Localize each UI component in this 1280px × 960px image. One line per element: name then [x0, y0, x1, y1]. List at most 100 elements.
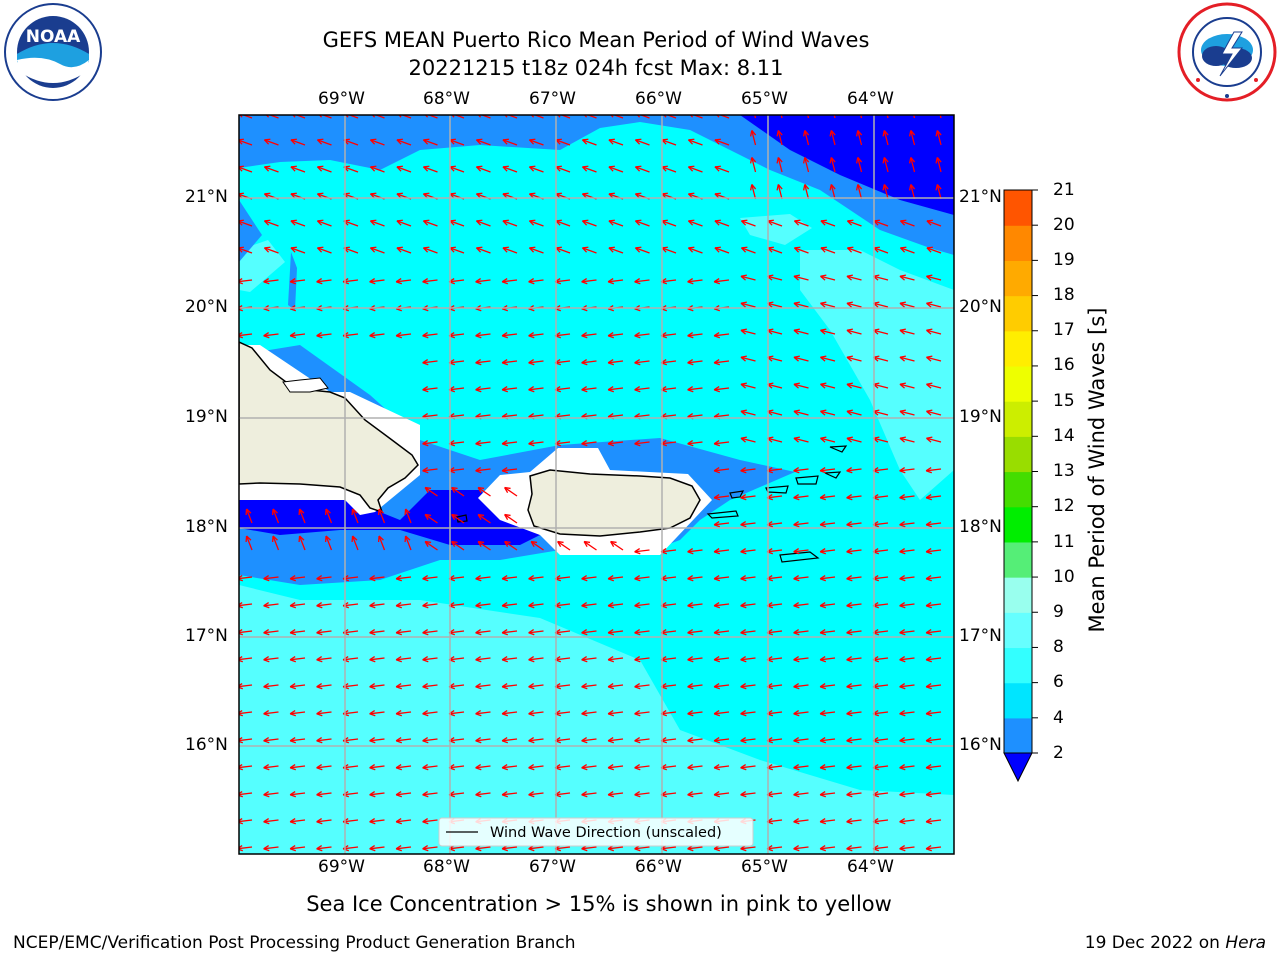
wave-direction-arrow	[475, 386, 491, 393]
wave-direction-arrow	[740, 548, 756, 555]
wave-direction-arrow	[820, 301, 836, 308]
ocean-light-east	[800, 250, 954, 500]
wave-direction-arrow	[369, 845, 385, 852]
wave-direction-arrow	[908, 157, 916, 173]
wave-direction-arrow	[475, 332, 491, 339]
wave-direction-arrow	[846, 382, 862, 389]
wave-direction-arrow	[819, 710, 836, 717]
lon-label-bottom: 68°W	[423, 857, 470, 877]
wave-direction-arrow	[528, 683, 544, 690]
wave-direction-arrow	[422, 278, 438, 285]
wave-direction-arrow	[289, 845, 306, 852]
wave-direction-arrow	[634, 332, 650, 339]
wave-direction-arrow	[925, 548, 942, 555]
lat-label-left: 21°N	[185, 187, 228, 207]
wave-direction-arrow	[263, 629, 279, 636]
wave-direction-arrow	[607, 683, 624, 690]
wave-direction-arrow	[501, 602, 518, 609]
wave-direction-arrow	[528, 246, 544, 254]
wave-direction-arrow	[422, 602, 438, 609]
wave-direction-arrow	[424, 513, 438, 524]
wave-direction-arrow	[369, 138, 385, 146]
wave-direction-arrow	[316, 818, 332, 825]
colorbar-tick: 12	[1053, 496, 1075, 516]
wave-direction-arrow	[501, 629, 518, 636]
wave-direction-arrow	[422, 359, 438, 366]
wave-direction-arrow	[829, 130, 836, 146]
wave-direction-arrow	[925, 818, 942, 825]
colorbar-segment	[1004, 295, 1032, 332]
colorbar-segment	[1004, 612, 1032, 649]
wave-direction-arrow	[713, 467, 730, 474]
wave-direction-arrow	[899, 737, 915, 744]
wave-direction-arrow	[289, 764, 306, 771]
wave-direction-arrow	[607, 386, 624, 393]
map-frame	[238, 114, 955, 855]
wave-direction-arrow	[634, 737, 650, 744]
wave-direction-arrow	[846, 656, 862, 663]
wave-direction-arrow	[424, 540, 438, 551]
wave-direction-arrow	[926, 355, 942, 362]
date-text: 19 Dec 2022 on	[1084, 933, 1220, 953]
colorbar-tick: 19	[1053, 250, 1075, 270]
lat-label-left: 20°N	[185, 297, 228, 317]
wave-direction-arrow	[263, 219, 279, 227]
wave-direction-arrow	[899, 301, 915, 308]
wave-direction-arrow	[925, 683, 942, 690]
wave-direction-arrow	[528, 278, 544, 285]
wave-direction-arrow	[316, 791, 332, 798]
wave-direction-arrow	[846, 683, 862, 690]
wave-direction-arrow	[377, 508, 386, 524]
wave-direction-arrow	[899, 382, 915, 389]
wave-direction-arrow	[607, 656, 624, 663]
wave-direction-arrow	[634, 165, 650, 173]
wave-direction-arrow	[714, 165, 730, 173]
wave-direction-arrow	[899, 818, 915, 825]
wave-direction-arrow	[528, 710, 544, 717]
wave-direction-arrow	[793, 845, 809, 852]
wave-direction-arrow	[926, 382, 942, 389]
lon-label-bottom: 64°W	[847, 857, 894, 877]
wave-direction-arrow	[451, 486, 465, 497]
wave-direction-arrow	[581, 359, 597, 366]
wave-direction-arrow	[581, 683, 597, 690]
wave-direction-arrow	[687, 548, 703, 555]
wave-direction-arrow	[793, 494, 809, 501]
wave-direction-arrow	[793, 791, 809, 798]
wave-direction-arrow	[819, 629, 836, 636]
wave-direction-arrow	[316, 602, 332, 609]
wave-direction-arrow	[846, 301, 862, 308]
wave-direction-arrow	[634, 710, 650, 717]
ocean-light-patch	[740, 214, 812, 245]
wave-direction-arrow	[475, 737, 491, 744]
wave-direction-arrow	[239, 246, 253, 254]
wave-direction-arrow	[740, 602, 756, 609]
wave-direction-arrow	[793, 219, 809, 227]
wave-direction-arrow	[819, 764, 836, 771]
wave-direction-arrow	[528, 386, 544, 393]
wave-direction-arrow	[899, 764, 915, 771]
wave-direction-arrow	[581, 246, 597, 254]
wave-direction-arrow	[713, 602, 730, 609]
wave-direction-arrow	[793, 301, 809, 308]
wave-direction-arrow	[819, 791, 836, 798]
wave-direction-arrow	[608, 219, 624, 227]
wave-direction-arrow	[377, 535, 386, 551]
wave-direction-arrow	[607, 332, 624, 339]
wave-direction-arrow	[846, 764, 862, 771]
wave-direction-arrow	[925, 845, 942, 852]
wave-direction-arrow	[899, 467, 915, 474]
wave-direction-arrow	[607, 764, 624, 771]
wave-direction-arrow	[846, 328, 862, 335]
wave-direction-arrow	[581, 602, 597, 609]
wave-direction-arrow	[395, 332, 412, 339]
wave-direction-arrow	[501, 332, 518, 339]
wave-direction-arrow	[925, 656, 942, 663]
colorbar-tick: 11	[1053, 532, 1075, 552]
wave-direction-arrow	[925, 494, 942, 501]
wave-direction-arrow	[793, 246, 809, 254]
wave-direction-arrow	[316, 165, 332, 173]
wave-direction-arrow	[802, 157, 810, 173]
wave-direction-arrow	[793, 328, 809, 335]
colorbar-tick: 8	[1053, 637, 1064, 657]
